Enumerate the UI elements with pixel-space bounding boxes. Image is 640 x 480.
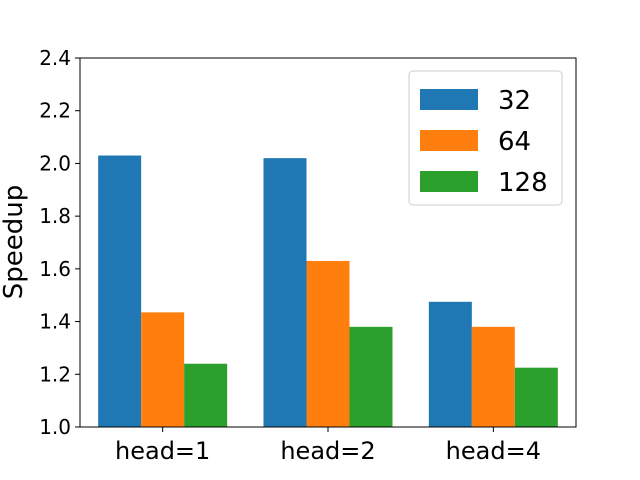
y-tick-label: 1.2 bbox=[39, 362, 71, 386]
legend-label-32: 32 bbox=[498, 86, 531, 116]
bar-64-head=2 bbox=[306, 260, 350, 427]
y-tick-label: 1.4 bbox=[39, 310, 71, 334]
y-tick-label: 1.0 bbox=[39, 415, 71, 439]
bar-64-head=4 bbox=[471, 326, 515, 427]
bar-64-head=1 bbox=[141, 312, 185, 427]
bar-128-head=1 bbox=[184, 363, 228, 427]
x-tick-label: head=1 bbox=[115, 437, 210, 465]
legend-swatch-128 bbox=[420, 171, 478, 192]
bar-32-head=4 bbox=[428, 301, 472, 427]
y-tick-label: 2.4 bbox=[39, 46, 71, 70]
x-tick-label: head=2 bbox=[280, 437, 375, 465]
legend-label-128: 128 bbox=[498, 168, 548, 198]
bar-128-head=4 bbox=[514, 367, 558, 427]
x-tick-label: head=4 bbox=[446, 437, 541, 465]
legend-swatch-64 bbox=[420, 130, 478, 151]
bars-group bbox=[98, 155, 558, 427]
legend-swatch-32 bbox=[420, 89, 478, 110]
legend: 32 64 128 bbox=[408, 70, 563, 206]
x-axis: head=1 head=2 head=4 bbox=[115, 427, 541, 465]
y-tick-label: 2.0 bbox=[39, 151, 71, 175]
bar-128-head=2 bbox=[349, 326, 393, 427]
bar-32-head=2 bbox=[263, 158, 307, 427]
y-axis: 1.0 1.2 1.4 1.6 1.8 2.0 2.2 2.4 bbox=[39, 46, 80, 439]
y-tick-label: 2.2 bbox=[39, 99, 71, 123]
y-tick-label: 1.8 bbox=[39, 204, 71, 228]
y-axis-label: Speedup bbox=[0, 185, 29, 300]
y-tick-label: 1.6 bbox=[39, 257, 71, 281]
legend-label-64: 64 bbox=[498, 127, 531, 157]
bar-32-head=1 bbox=[98, 155, 142, 427]
